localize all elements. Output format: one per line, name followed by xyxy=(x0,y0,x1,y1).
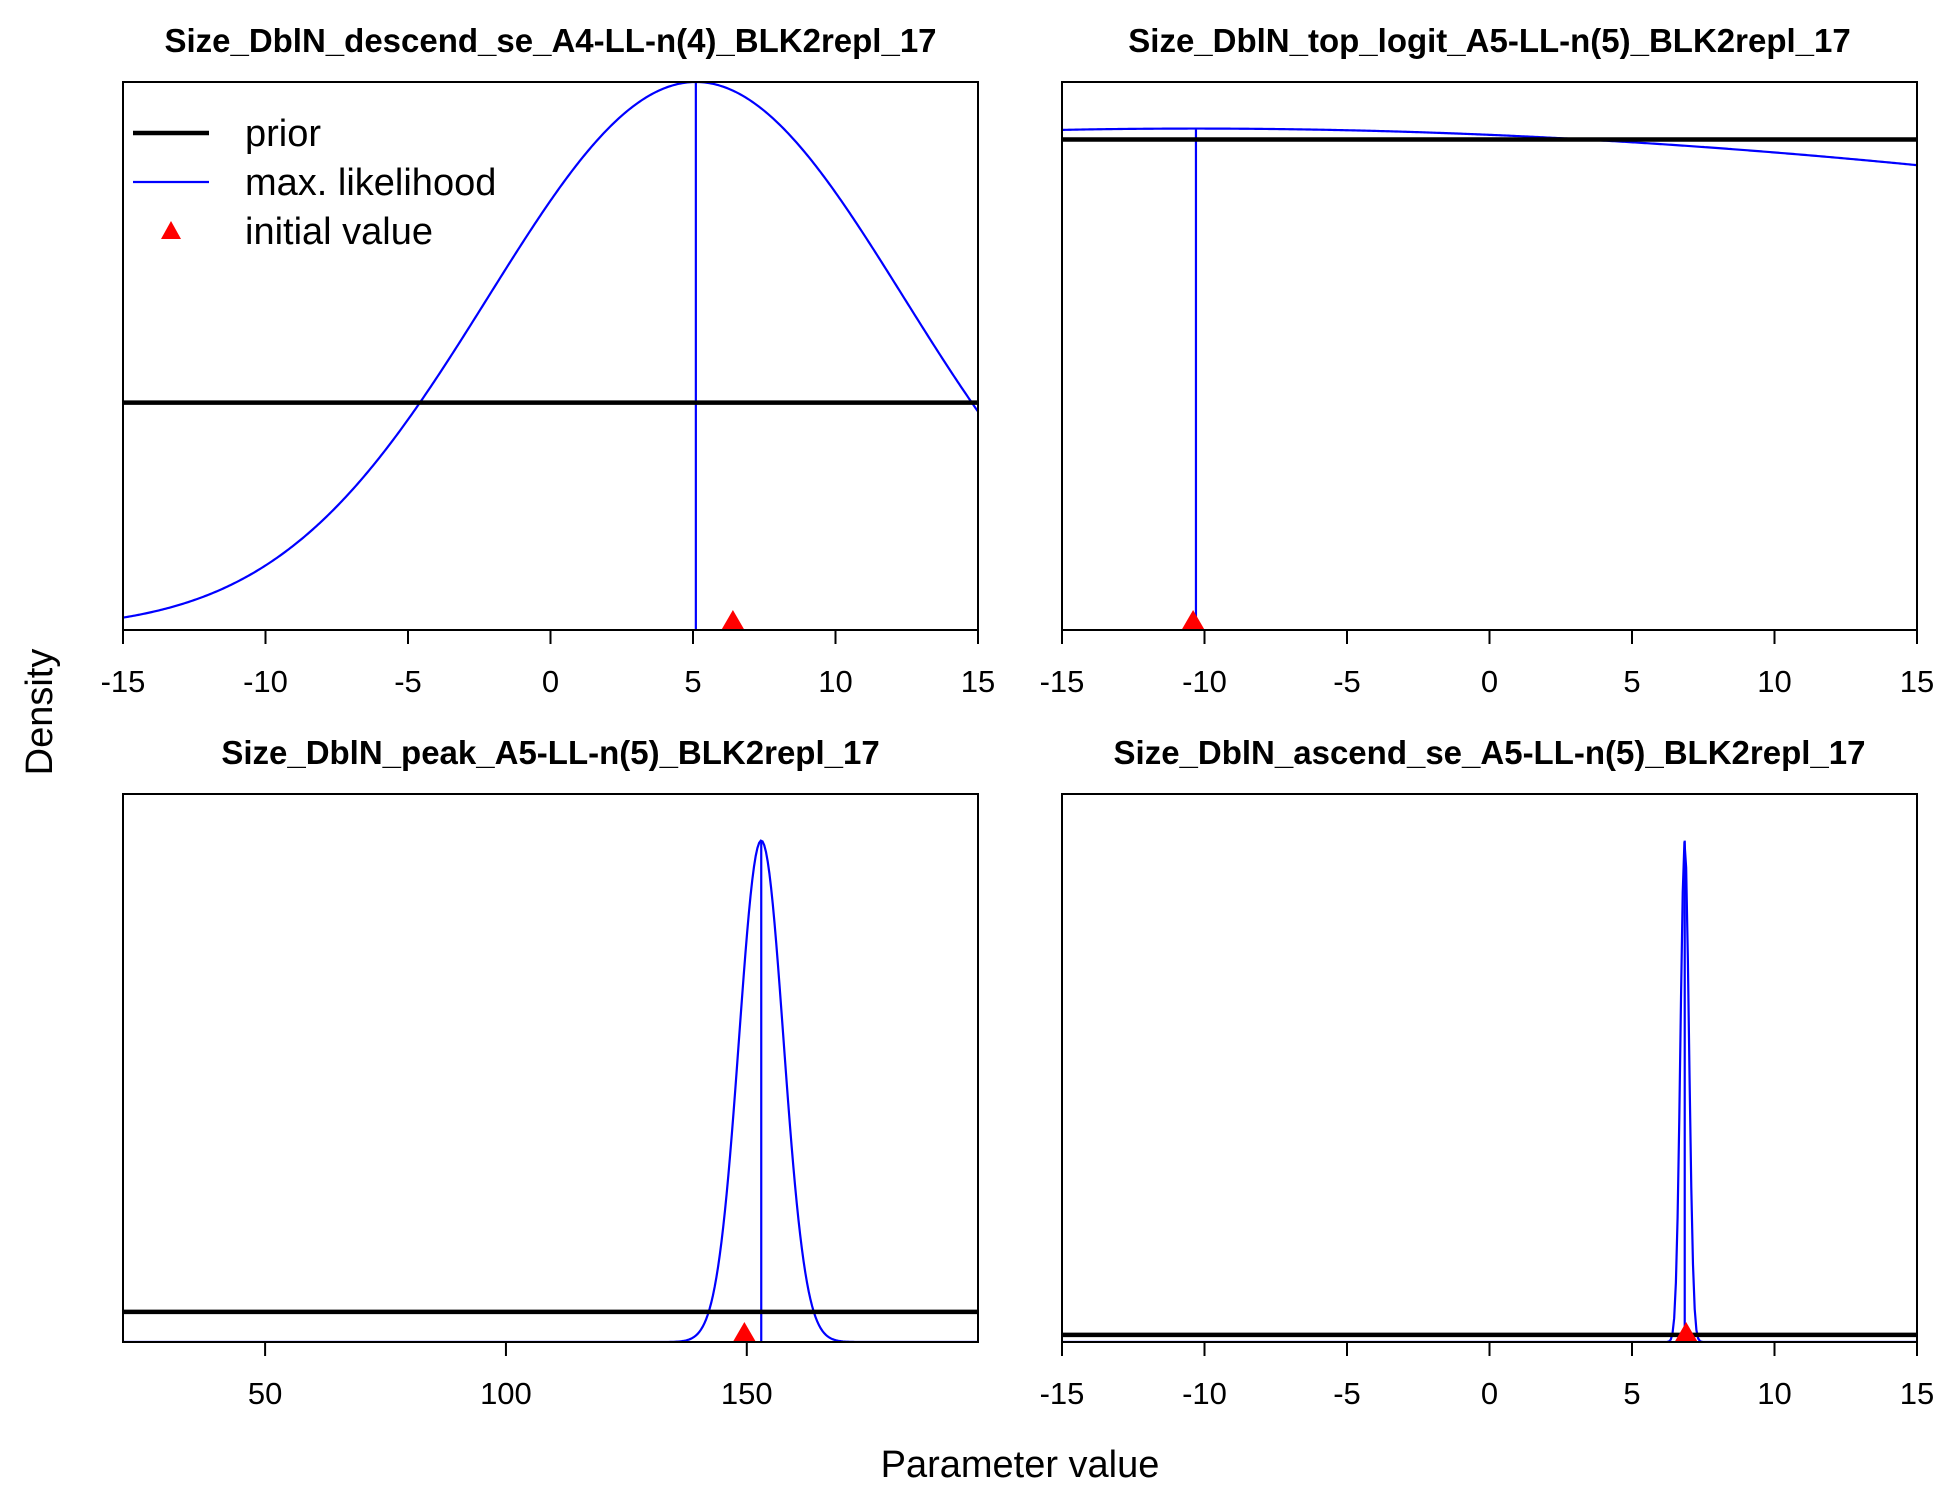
x-tick-label: -10 xyxy=(243,664,288,699)
x-tick-label: 15 xyxy=(961,664,995,699)
legend-item: initial value xyxy=(161,211,433,253)
x-tick-label: 15 xyxy=(1900,1376,1934,1411)
likelihood-curve xyxy=(1062,127,1917,167)
x-tick-label: 10 xyxy=(1757,1376,1791,1411)
x-tick-label: 5 xyxy=(684,664,701,699)
plot-area xyxy=(123,839,978,1342)
panel-title: Size_DblN_peak_A5-LL-n(5)_BLK2repl_17 xyxy=(221,734,879,771)
likelihood-curve xyxy=(123,839,978,1342)
plot-area xyxy=(123,82,978,630)
x-tick-label: 5 xyxy=(1623,1376,1640,1411)
x-tick-label: -5 xyxy=(1333,664,1361,699)
legend: prior max. likelihood initial value xyxy=(133,113,496,253)
panel-1: Size_DblN_descend_se_A4-LL-n(4)_BLK2repl… xyxy=(101,22,996,699)
legend-label: initial value xyxy=(245,211,433,253)
x-tick-label: -5 xyxy=(394,664,422,699)
legend-swatch-initial xyxy=(161,221,181,239)
plot-area xyxy=(1062,840,1917,1342)
plot-frame xyxy=(1061,793,1918,1343)
x-tick-label: 50 xyxy=(248,1376,282,1411)
panel-4: Size_DblN_ascend_se_A5-LL-n(5)_BLK2repl_… xyxy=(1040,734,1935,1411)
panel-title: Size_DblN_top_logit_A5-LL-n(5)_BLK2repl_… xyxy=(1128,22,1850,59)
x-tick-label: 5 xyxy=(1623,664,1640,699)
x-tick-label: 15 xyxy=(1900,664,1934,699)
x-axis-title: Parameter value xyxy=(881,1444,1160,1486)
initial-value-marker xyxy=(1182,610,1205,629)
legend-label: prior xyxy=(245,113,321,155)
x-tick-label: 10 xyxy=(1757,664,1791,699)
x-tick-label: 0 xyxy=(1481,1376,1498,1411)
x-tick-label: 0 xyxy=(1481,664,1498,699)
likelihood-curve xyxy=(123,82,978,619)
x-tick-label: -10 xyxy=(1182,1376,1227,1411)
plot-frame xyxy=(122,793,979,1343)
panel-2: Size_DblN_top_logit_A5-LL-n(5)_BLK2repl_… xyxy=(1040,22,1935,699)
x-tick-label: -15 xyxy=(1040,664,1085,699)
initial-value-marker xyxy=(721,610,744,629)
legend-label: max. likelihood xyxy=(245,162,496,204)
x-tick-label: -5 xyxy=(1333,1376,1361,1411)
plot-frame xyxy=(1061,81,1918,631)
x-tick-label: 0 xyxy=(542,664,559,699)
x-tick-label: -10 xyxy=(1182,664,1227,699)
initial-value-marker xyxy=(1675,1322,1698,1341)
x-tick-label: 100 xyxy=(480,1376,532,1411)
plot-area xyxy=(1062,127,1917,630)
x-tick-label: 150 xyxy=(721,1376,773,1411)
x-tick-label: -15 xyxy=(101,664,146,699)
x-tick-label: -15 xyxy=(1040,1376,1085,1411)
legend-item: prior xyxy=(133,113,321,155)
panel-3: Size_DblN_peak_A5-LL-n(5)_BLK2repl_17 50 1… xyxy=(122,734,979,1411)
initial-value-marker xyxy=(733,1322,756,1341)
panel-title: Size_DblN_descend_se_A4-LL-n(4)_BLK2repl… xyxy=(164,22,936,59)
x-tick-label: 10 xyxy=(818,664,852,699)
legend-item: max. likelihood xyxy=(133,162,496,204)
panel-title: Size_DblN_ascend_se_A5-LL-n(5)_BLK2repl_… xyxy=(1114,734,1866,771)
y-axis-title: Density xyxy=(19,649,61,776)
likelihood-curve xyxy=(1062,841,1917,1342)
panels: Size_DblN_descend_se_A4-LL-n(4)_BLK2repl… xyxy=(101,22,1935,1411)
